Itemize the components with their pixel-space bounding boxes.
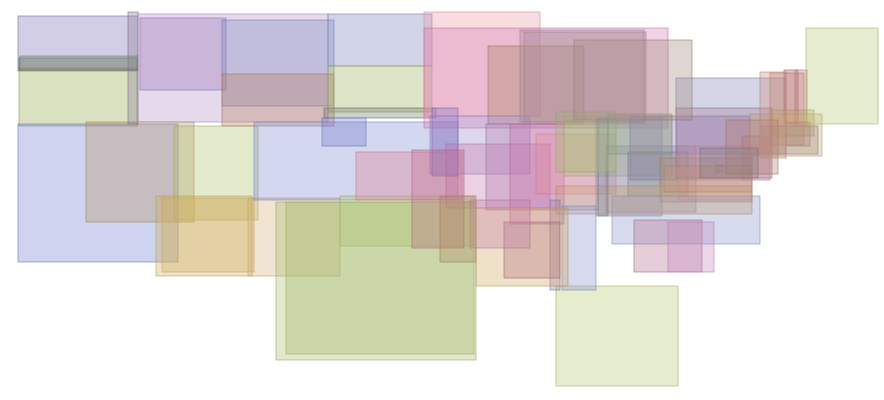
state-rect-highplains[interactable] xyxy=(519,29,645,123)
state-rect-massachusetts[interactable] xyxy=(761,125,819,155)
state-rect-colorado[interactable] xyxy=(221,19,335,107)
state-rect-tennessee[interactable] xyxy=(485,123,599,211)
state-rect-cascades[interactable] xyxy=(19,55,139,71)
state-rect-corn-belt[interactable] xyxy=(607,113,673,155)
state-rect-washington[interactable] xyxy=(17,15,139,72)
state-rect-maryland[interactable] xyxy=(715,164,724,173)
state-rect-chesapeake[interactable] xyxy=(699,147,759,179)
state-rect-alabama[interactable] xyxy=(595,117,663,217)
state-rect-south-dakota[interactable] xyxy=(327,13,433,67)
state-rect-iowa-strip[interactable] xyxy=(323,107,437,119)
state-rect-illinois[interactable] xyxy=(423,27,669,129)
state-rect-michigan[interactable] xyxy=(487,45,585,125)
state-rect-minnesota[interactable] xyxy=(327,65,433,113)
state-rect-central-strip[interactable] xyxy=(431,107,459,177)
state-rect-wisconsin[interactable] xyxy=(423,11,541,117)
state-rect-oklahoma[interactable] xyxy=(339,195,475,247)
state-rect-georgia[interactable] xyxy=(605,145,697,213)
state-rect-ozark[interactable] xyxy=(411,149,465,249)
state-rect-maine[interactable] xyxy=(805,27,879,125)
state-rect-california[interactable] xyxy=(17,123,179,263)
state-rect-pennsylvania[interactable] xyxy=(677,145,753,201)
state-rect-rockies-overlay[interactable] xyxy=(573,39,693,121)
state-rect-south-carolina[interactable] xyxy=(659,157,753,203)
rectangle-layer xyxy=(17,11,879,387)
state-rect-east-strip[interactable] xyxy=(597,117,609,217)
state-rect-texas[interactable] xyxy=(275,201,477,361)
state-rect-cumberland[interactable] xyxy=(439,195,477,263)
state-rect-oregon[interactable] xyxy=(18,67,138,127)
state-rect-montana[interactable] xyxy=(139,17,227,91)
state-rect-ohio[interactable] xyxy=(429,115,531,175)
state-rect-indiana[interactable] xyxy=(523,31,647,125)
state-rect-wyoming[interactable] xyxy=(137,13,329,123)
state-rect-midatl-overlay[interactable] xyxy=(555,185,753,215)
state-rect-carolina-overlay[interactable] xyxy=(725,119,779,175)
state-rect-north-dakota[interactable] xyxy=(221,73,335,127)
state-rect-piedmont[interactable] xyxy=(469,199,531,249)
state-rect-utah[interactable] xyxy=(173,125,259,221)
state-rect-vermont[interactable] xyxy=(785,121,811,147)
state-rect-florida[interactable] xyxy=(555,285,679,387)
state-rect-kansas[interactable] xyxy=(285,201,475,355)
state-rect-louisiana[interactable] xyxy=(535,133,617,195)
state-rect-ne-cluster-d[interactable] xyxy=(667,221,715,273)
state-rect-kentucky[interactable] xyxy=(445,143,551,209)
state-rect-deep-south[interactable] xyxy=(503,221,561,279)
state-rect-arkansas[interactable] xyxy=(509,123,565,225)
state-rect-coastal-plain[interactable] xyxy=(663,165,753,193)
state-rect-arizona[interactable] xyxy=(161,197,255,273)
state-rect-hudson[interactable] xyxy=(759,71,787,159)
state-rect-plains-overlay[interactable] xyxy=(321,117,367,147)
state-rect-sierra[interactable] xyxy=(155,195,253,277)
